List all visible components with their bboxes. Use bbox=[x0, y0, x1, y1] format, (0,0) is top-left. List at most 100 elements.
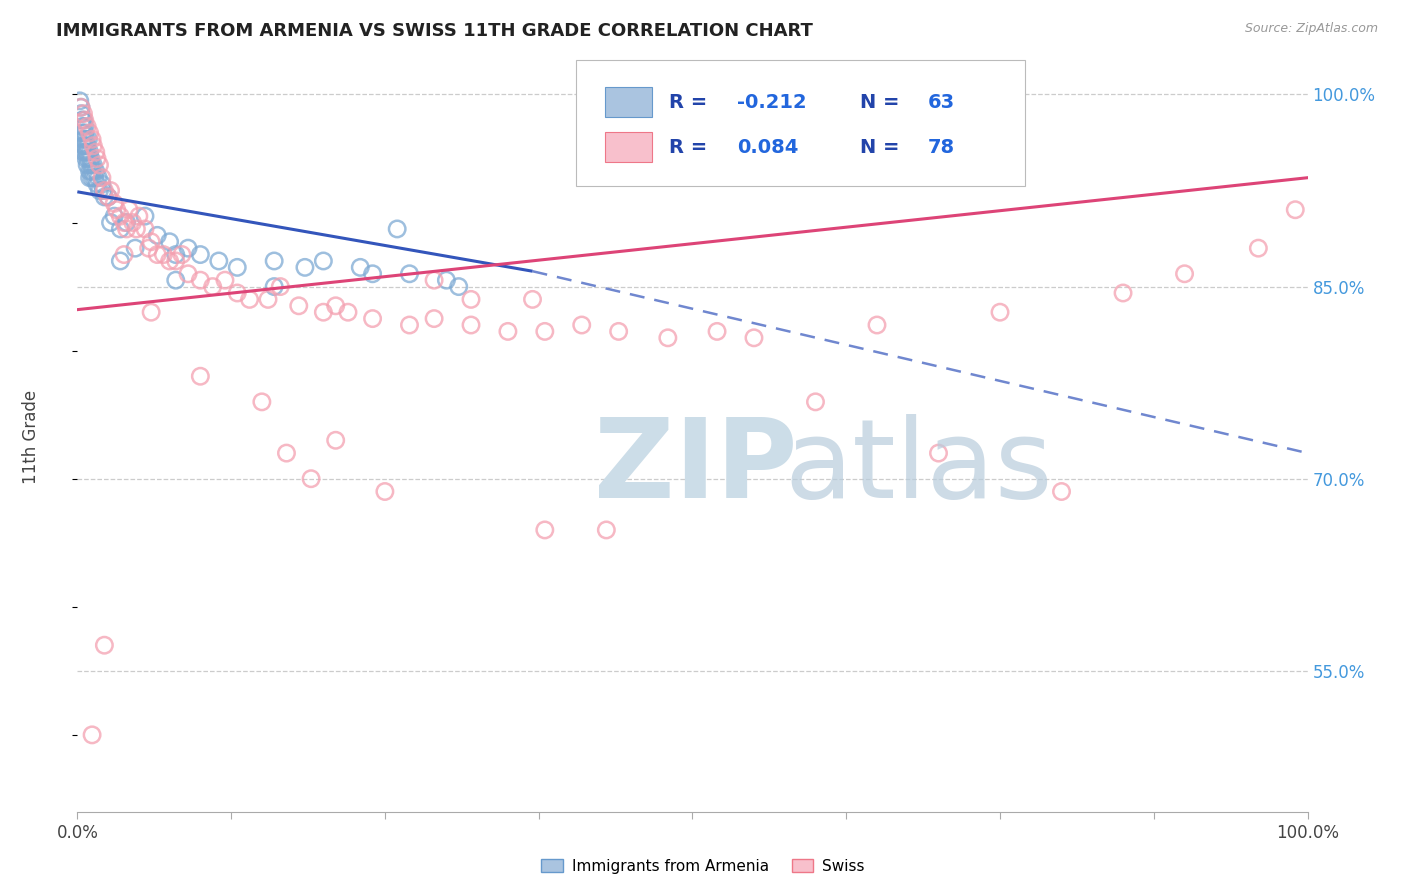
Point bbox=[89, 184, 111, 198]
Point bbox=[115, 215, 138, 229]
Point bbox=[398, 318, 420, 332]
Point bbox=[214, 273, 236, 287]
Point bbox=[79, 164, 101, 178]
Text: -0.212: -0.212 bbox=[737, 93, 807, 112]
Point bbox=[522, 293, 544, 307]
Point bbox=[124, 241, 146, 255]
Y-axis label: 11th Grade: 11th Grade bbox=[22, 390, 41, 484]
Point bbox=[706, 325, 728, 339]
Point bbox=[73, 126, 96, 140]
Point bbox=[239, 293, 262, 307]
Point bbox=[72, 145, 94, 160]
Point bbox=[82, 170, 104, 185]
Point bbox=[1112, 285, 1135, 300]
Point bbox=[103, 196, 125, 211]
Point bbox=[325, 434, 347, 448]
Point bbox=[80, 158, 103, 172]
Point bbox=[1284, 202, 1306, 217]
Point bbox=[159, 254, 181, 268]
Point bbox=[76, 138, 98, 153]
Point bbox=[73, 113, 96, 128]
Point bbox=[177, 241, 200, 255]
Point bbox=[423, 311, 446, 326]
Point bbox=[159, 235, 181, 249]
Point bbox=[571, 318, 593, 332]
Point bbox=[79, 170, 101, 185]
Point bbox=[70, 106, 93, 120]
Text: N =: N = bbox=[860, 137, 905, 157]
Point bbox=[325, 299, 347, 313]
Point bbox=[146, 228, 169, 243]
Point bbox=[93, 190, 115, 204]
Point bbox=[82, 138, 104, 153]
Point bbox=[1174, 267, 1197, 281]
Point bbox=[128, 209, 150, 223]
Point bbox=[79, 126, 101, 140]
Point bbox=[349, 260, 371, 275]
Point bbox=[76, 120, 98, 134]
Point bbox=[73, 120, 96, 134]
Point bbox=[87, 170, 110, 185]
Point bbox=[460, 318, 482, 332]
Point bbox=[866, 318, 889, 332]
Point bbox=[534, 325, 557, 339]
Point bbox=[75, 152, 97, 166]
Text: 0.084: 0.084 bbox=[737, 137, 799, 157]
Point bbox=[226, 260, 249, 275]
Text: atlas: atlas bbox=[785, 414, 1053, 521]
Point bbox=[112, 247, 135, 261]
Point bbox=[134, 222, 156, 236]
Point bbox=[188, 369, 212, 384]
Point bbox=[152, 247, 174, 261]
Point bbox=[72, 106, 94, 120]
Point bbox=[436, 273, 458, 287]
Point bbox=[97, 190, 120, 204]
Point bbox=[288, 299, 311, 313]
Point bbox=[121, 215, 143, 229]
Point bbox=[73, 138, 96, 153]
Point bbox=[188, 273, 212, 287]
Point bbox=[86, 152, 108, 166]
Point bbox=[138, 241, 160, 255]
Text: IMMIGRANTS FROM ARMENIA VS SWISS 11TH GRADE CORRELATION CHART: IMMIGRANTS FROM ARMENIA VS SWISS 11TH GR… bbox=[56, 22, 813, 40]
Point bbox=[299, 472, 322, 486]
Point bbox=[804, 395, 827, 409]
Point bbox=[263, 254, 285, 268]
Point bbox=[374, 484, 396, 499]
Point bbox=[165, 254, 187, 268]
Text: Source: ZipAtlas.com: Source: ZipAtlas.com bbox=[1244, 22, 1378, 36]
Point bbox=[76, 145, 98, 160]
Point bbox=[72, 138, 94, 153]
Point bbox=[72, 113, 94, 128]
Point bbox=[988, 305, 1011, 319]
Point bbox=[110, 209, 132, 223]
Point bbox=[312, 305, 335, 319]
Point bbox=[165, 273, 187, 287]
Point bbox=[79, 145, 101, 160]
Point bbox=[337, 305, 360, 319]
Point bbox=[100, 184, 122, 198]
Point bbox=[93, 184, 115, 198]
Point bbox=[177, 267, 200, 281]
Point bbox=[188, 247, 212, 261]
Point bbox=[86, 177, 108, 191]
Point bbox=[928, 446, 950, 460]
Point bbox=[80, 152, 103, 166]
Point bbox=[84, 164, 107, 178]
Point bbox=[263, 279, 285, 293]
Point bbox=[75, 145, 97, 160]
Point bbox=[398, 267, 420, 281]
Point bbox=[97, 190, 120, 204]
Point bbox=[250, 395, 273, 409]
Text: 78: 78 bbox=[928, 137, 955, 157]
Point bbox=[82, 132, 104, 146]
Point bbox=[83, 170, 105, 185]
Point bbox=[110, 222, 132, 236]
Point bbox=[460, 293, 482, 307]
Point bbox=[77, 132, 100, 146]
Point bbox=[118, 202, 141, 217]
Text: R =: R = bbox=[669, 93, 714, 112]
Point bbox=[447, 279, 470, 293]
Point bbox=[170, 247, 193, 261]
Point bbox=[89, 158, 111, 172]
